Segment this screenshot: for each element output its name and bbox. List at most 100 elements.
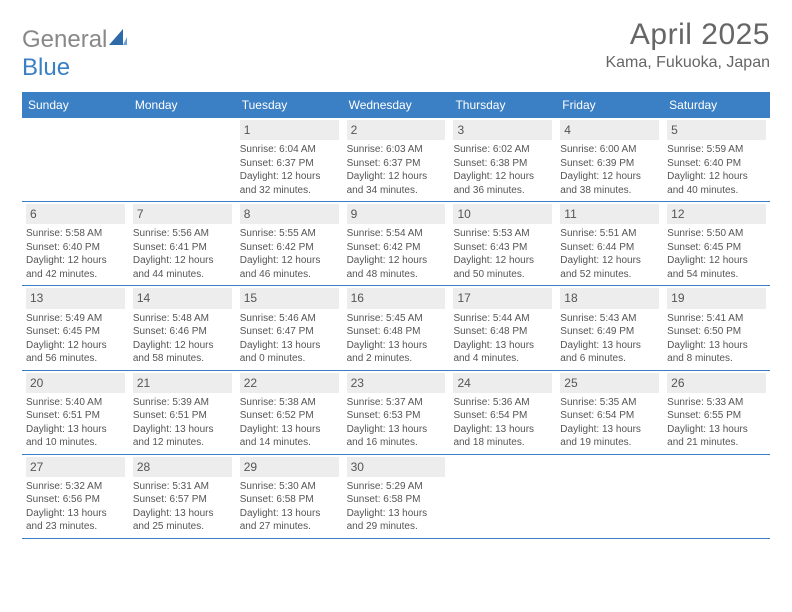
calendar-cell: 22Sunrise: 5:38 AMSunset: 6:52 PMDayligh…: [236, 371, 343, 454]
daylight-line: Daylight: 13 hours: [667, 423, 766, 437]
daylight-line: and 6 minutes.: [560, 352, 659, 366]
weekday-fri: Friday: [556, 92, 663, 118]
calendar-cell: 30Sunrise: 5:29 AMSunset: 6:58 PMDayligh…: [343, 455, 450, 538]
daylight-line: Daylight: 13 hours: [560, 339, 659, 353]
day-number: 18: [560, 288, 659, 308]
day-number: 24: [453, 373, 552, 393]
logo-sail-icon: [107, 26, 129, 54]
sunrise-line: Sunrise: 5:31 AM: [133, 480, 232, 494]
calendar-cell: [556, 455, 663, 538]
daylight-line: and 44 minutes.: [133, 268, 232, 282]
logo-text: GeneralBlue: [22, 26, 129, 82]
calendar-row: 6Sunrise: 5:58 AMSunset: 6:40 PMDaylight…: [22, 202, 770, 286]
daylight-line: Daylight: 13 hours: [347, 339, 446, 353]
day-number: 17: [453, 288, 552, 308]
sunset-line: Sunset: 6:42 PM: [240, 241, 339, 255]
month-title: April 2025: [605, 18, 770, 52]
sunrise-line: Sunrise: 6:00 AM: [560, 143, 659, 157]
daylight-line: and 36 minutes.: [453, 184, 552, 198]
title-block: April 2025 Kama, Fukuoka, Japan: [605, 18, 770, 72]
daylight-line: Daylight: 13 hours: [133, 423, 232, 437]
sunset-line: Sunset: 6:37 PM: [347, 157, 446, 171]
sunrise-line: Sunrise: 5:35 AM: [560, 396, 659, 410]
daylight-line: Daylight: 12 hours: [347, 254, 446, 268]
daylight-line: and 0 minutes.: [240, 352, 339, 366]
daylight-line: and 18 minutes.: [453, 436, 552, 450]
sunrise-line: Sunrise: 5:41 AM: [667, 312, 766, 326]
daylight-line: and 19 minutes.: [560, 436, 659, 450]
calendar-cell: 20Sunrise: 5:40 AMSunset: 6:51 PMDayligh…: [22, 371, 129, 454]
sunrise-line: Sunrise: 5:30 AM: [240, 480, 339, 494]
calendar-page: GeneralBlue April 2025 Kama, Fukuoka, Ja…: [0, 0, 792, 539]
calendar-cell: 12Sunrise: 5:50 AMSunset: 6:45 PMDayligh…: [663, 202, 770, 285]
day-number: 28: [133, 457, 232, 477]
logo: GeneralBlue: [22, 18, 129, 82]
calendar: Sunday Monday Tuesday Wednesday Thursday…: [22, 92, 770, 539]
day-number: 25: [560, 373, 659, 393]
calendar-cell: 14Sunrise: 5:48 AMSunset: 6:46 PMDayligh…: [129, 286, 236, 369]
day-number: 27: [26, 457, 125, 477]
calendar-cell: 2Sunrise: 6:03 AMSunset: 6:37 PMDaylight…: [343, 118, 450, 201]
weekday-tue: Tuesday: [236, 92, 343, 118]
calendar-cell: 24Sunrise: 5:36 AMSunset: 6:54 PMDayligh…: [449, 371, 556, 454]
sunset-line: Sunset: 6:38 PM: [453, 157, 552, 171]
sunset-line: Sunset: 6:42 PM: [347, 241, 446, 255]
sunset-line: Sunset: 6:58 PM: [347, 493, 446, 507]
sunset-line: Sunset: 6:48 PM: [453, 325, 552, 339]
weekday-thu: Thursday: [449, 92, 556, 118]
daylight-line: Daylight: 12 hours: [453, 254, 552, 268]
sunset-line: Sunset: 6:40 PM: [26, 241, 125, 255]
sunset-line: Sunset: 6:56 PM: [26, 493, 125, 507]
sunset-line: Sunset: 6:45 PM: [667, 241, 766, 255]
day-number: 23: [347, 373, 446, 393]
daylight-line: and 21 minutes.: [667, 436, 766, 450]
weekday-wed: Wednesday: [343, 92, 450, 118]
sunset-line: Sunset: 6:46 PM: [133, 325, 232, 339]
calendar-row: 1Sunrise: 6:04 AMSunset: 6:37 PMDaylight…: [22, 118, 770, 202]
daylight-line: Daylight: 12 hours: [240, 170, 339, 184]
daylight-line: Daylight: 13 hours: [347, 507, 446, 521]
sunset-line: Sunset: 6:48 PM: [347, 325, 446, 339]
day-number: 21: [133, 373, 232, 393]
daylight-line: Daylight: 13 hours: [453, 339, 552, 353]
sunrise-line: Sunrise: 5:36 AM: [453, 396, 552, 410]
sunrise-line: Sunrise: 5:38 AM: [240, 396, 339, 410]
sunrise-line: Sunrise: 6:04 AM: [240, 143, 339, 157]
sunrise-line: Sunrise: 5:43 AM: [560, 312, 659, 326]
calendar-cell: 13Sunrise: 5:49 AMSunset: 6:45 PMDayligh…: [22, 286, 129, 369]
day-number: 3: [453, 120, 552, 140]
sunrise-line: Sunrise: 5:46 AM: [240, 312, 339, 326]
daylight-line: and 58 minutes.: [133, 352, 232, 366]
calendar-cell: [663, 455, 770, 538]
daylight-line: and 48 minutes.: [347, 268, 446, 282]
sunset-line: Sunset: 6:45 PM: [26, 325, 125, 339]
daylight-line: Daylight: 13 hours: [453, 423, 552, 437]
daylight-line: Daylight: 13 hours: [240, 507, 339, 521]
sunrise-line: Sunrise: 5:58 AM: [26, 227, 125, 241]
day-number: 9: [347, 204, 446, 224]
daylight-line: and 34 minutes.: [347, 184, 446, 198]
daylight-line: and 29 minutes.: [347, 520, 446, 534]
weekday-sun: Sunday: [22, 92, 129, 118]
daylight-line: Daylight: 13 hours: [347, 423, 446, 437]
daylight-line: and 14 minutes.: [240, 436, 339, 450]
day-number: 8: [240, 204, 339, 224]
sunrise-line: Sunrise: 5:29 AM: [347, 480, 446, 494]
sunrise-line: Sunrise: 5:59 AM: [667, 143, 766, 157]
sunrise-line: Sunrise: 5:55 AM: [240, 227, 339, 241]
daylight-line: Daylight: 13 hours: [26, 507, 125, 521]
daylight-line: and 56 minutes.: [26, 352, 125, 366]
day-number: 7: [133, 204, 232, 224]
day-number: 10: [453, 204, 552, 224]
weekday-sat: Saturday: [663, 92, 770, 118]
calendar-cell: 18Sunrise: 5:43 AMSunset: 6:49 PMDayligh…: [556, 286, 663, 369]
sunset-line: Sunset: 6:58 PM: [240, 493, 339, 507]
daylight-line: and 8 minutes.: [667, 352, 766, 366]
daylight-line: and 32 minutes.: [240, 184, 339, 198]
day-number: 14: [133, 288, 232, 308]
calendar-cell: [22, 118, 129, 201]
calendar-cell: 7Sunrise: 5:56 AMSunset: 6:41 PMDaylight…: [129, 202, 236, 285]
day-number: 16: [347, 288, 446, 308]
sunrise-line: Sunrise: 5:53 AM: [453, 227, 552, 241]
calendar-body: 1Sunrise: 6:04 AMSunset: 6:37 PMDaylight…: [22, 118, 770, 539]
